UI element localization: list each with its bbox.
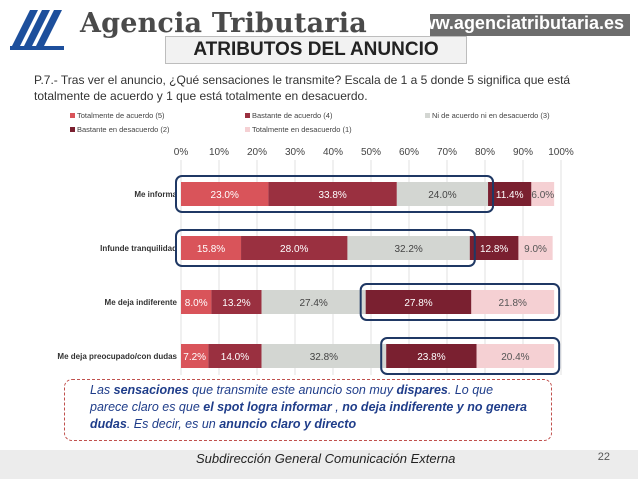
- data-label: 28.0%: [280, 244, 308, 255]
- bar-segment: [396, 182, 489, 206]
- legend-swatch: [245, 127, 250, 132]
- legend-swatch: [245, 113, 250, 118]
- data-label: 24.0%: [428, 190, 456, 201]
- bar-segment: [241, 236, 348, 260]
- category-label: Infunde tranquilidad: [100, 244, 177, 253]
- bar-segment: [469, 236, 519, 260]
- bar-segment: [181, 344, 209, 368]
- bar-segment: [386, 344, 477, 368]
- data-label: 33.8%: [318, 190, 346, 201]
- data-label: 20.4%: [501, 352, 529, 363]
- x-tick-label: 40%: [323, 147, 343, 158]
- category-label: Me informa: [134, 190, 177, 199]
- bar-segment: [208, 344, 262, 368]
- data-label: 21.8%: [499, 298, 527, 309]
- url-banner: [430, 14, 630, 36]
- footer-bar: [0, 450, 638, 479]
- data-label: 23.0%: [211, 190, 239, 201]
- data-label: 23.8%: [417, 352, 445, 363]
- x-tick-label: 50%: [361, 147, 381, 158]
- legend-label: Bastante de acuerdo (4): [252, 111, 333, 120]
- footer-text: Subdirección General Comunicación Extern…: [196, 451, 456, 466]
- bar-segment: [347, 236, 470, 260]
- agencia-logo-icon: [10, 10, 64, 50]
- conclusion-part: ,: [331, 400, 343, 414]
- data-label: 8.0%: [185, 298, 208, 309]
- highlight-outline: [380, 337, 561, 375]
- bar-segment: [518, 236, 553, 260]
- data-label: 13.2%: [222, 298, 250, 309]
- website-url[interactable]: www.agenciatributaria.es: [407, 13, 624, 33]
- data-label: 32.8%: [310, 352, 338, 363]
- legend-swatch: [70, 127, 75, 132]
- bar-segment: [531, 182, 555, 206]
- data-label: 14.0%: [221, 352, 249, 363]
- x-tick-label: 20%: [247, 147, 267, 158]
- legend-label: Totalmente en desacuerdo (1): [252, 125, 352, 134]
- x-tick-label: 60%: [399, 147, 419, 158]
- conclusion-part: Las: [90, 383, 114, 397]
- conclusion-part: . Lo que parece claro es que: [90, 383, 494, 414]
- conclusion-part: . Es decir, es un: [126, 417, 220, 431]
- data-label: 12.8%: [480, 244, 508, 255]
- x-tick-label: 90%: [513, 147, 533, 158]
- conclusion-box: [64, 379, 552, 441]
- data-label: 32.2%: [394, 244, 422, 255]
- data-label: 6.0%: [531, 190, 554, 201]
- category-label: Me deja preocupado/con dudas: [57, 352, 177, 361]
- brand-name: Agencia Tributaria: [80, 8, 367, 39]
- highlight-outline: [175, 175, 495, 213]
- data-label: 27.8%: [404, 298, 432, 309]
- conclusion-bold: no deja indiferente y no genera dudas: [90, 400, 527, 431]
- legend-label: Bastante en desacuerdo (2): [77, 125, 170, 134]
- slide-title: ATRIBUTOS DEL ANUNCIO: [193, 39, 439, 60]
- bar-segment: [476, 344, 555, 368]
- bar-segment: [261, 290, 366, 314]
- data-label: 27.4%: [299, 298, 327, 309]
- bar-segment: [211, 290, 262, 314]
- bar-segment: [471, 290, 555, 314]
- highlight-outline: [175, 229, 476, 267]
- slide-title-box: ATRIBUTOS DEL ANUNCIO: [165, 36, 467, 64]
- question-text: P.7.- Tras ver el anuncio, ¿Qué sensacio…: [34, 73, 571, 103]
- legend-label: Totalmente de acuerdo (5): [77, 111, 165, 120]
- category-label: Me deja indiferente: [105, 298, 178, 307]
- x-tick-label: 80%: [475, 147, 495, 158]
- legend-label: Ni de acuerdo ni en desacuerdo (3): [432, 111, 550, 120]
- bar-segment: [365, 290, 472, 314]
- data-label: 11.4%: [496, 190, 524, 201]
- x-tick-label: 30%: [285, 147, 305, 158]
- conclusion-bold: dispares: [396, 383, 448, 397]
- data-label: 7.2%: [183, 352, 206, 363]
- x-tick-label: 70%: [437, 147, 457, 158]
- data-label: 15.8%: [197, 244, 225, 255]
- highlight-outline: [359, 283, 561, 321]
- bar-segment: [181, 290, 212, 314]
- bar-segment: [181, 236, 242, 260]
- conclusion-bold: anuncio claro y directo: [219, 417, 357, 431]
- x-tick-label: 10%: [209, 147, 229, 158]
- bar-segment: [268, 182, 397, 206]
- conclusion-part: que transmite este anuncio son muy: [188, 383, 397, 397]
- legend-swatch: [425, 113, 430, 118]
- bar-segment: [488, 182, 532, 206]
- x-tick-label: 100%: [548, 147, 574, 158]
- conclusion-text: Las sensaciones que transmite este anunc…: [90, 382, 530, 433]
- data-label: 9.0%: [524, 244, 547, 255]
- page-number: 22: [597, 451, 610, 463]
- conclusion-bold: el spot logra informar: [203, 400, 332, 414]
- x-tick-label: 0%: [174, 147, 189, 158]
- conclusion-bold: sensaciones: [113, 383, 189, 397]
- bar-segment: [261, 344, 387, 368]
- legend-swatch: [70, 113, 75, 118]
- bar-segment: [181, 182, 269, 206]
